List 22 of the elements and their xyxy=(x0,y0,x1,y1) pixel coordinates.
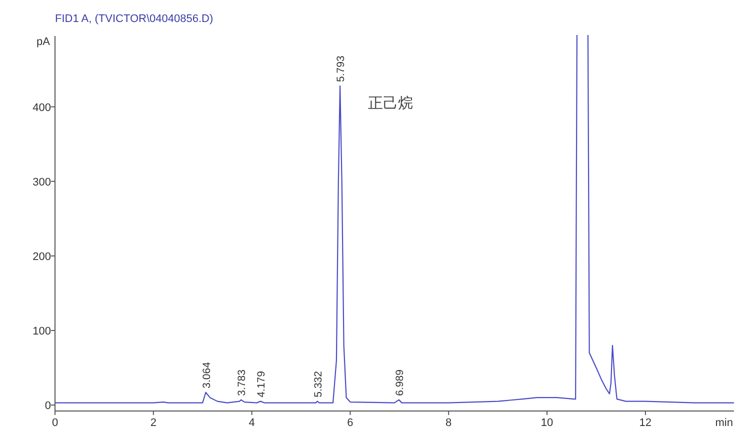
x-tick-label: 10 xyxy=(540,417,554,429)
annotation: 3.064 xyxy=(200,362,213,388)
y-tick-label: 300 xyxy=(32,176,51,188)
annotation: 5.332 xyxy=(312,370,324,398)
y-tick-label: 100 xyxy=(32,325,51,338)
y-tick-label: 400 xyxy=(32,102,51,114)
x-tick-label: 12 xyxy=(639,417,652,429)
x-tick-label: 2 xyxy=(150,417,156,429)
annotation: 3.783 xyxy=(236,369,248,396)
x-tick-label: 6 xyxy=(347,417,354,429)
annotation: 4.179 xyxy=(256,370,268,398)
y-axis-title: pA xyxy=(36,36,51,48)
x-tick-label: 8 xyxy=(446,417,452,429)
y-tick-label: 200 xyxy=(32,250,51,263)
annotation: 6.989 xyxy=(394,369,406,396)
x-axis-title: min xyxy=(715,417,733,429)
x-tick-label: 0 xyxy=(52,417,58,429)
x-tick-label: 4 xyxy=(248,417,255,429)
annotation: 5.793 xyxy=(335,56,348,82)
chart-title: FID1 A, (TVICTOR\04040856.D) xyxy=(55,13,214,25)
y-tick-label: 0 xyxy=(44,400,51,412)
annotation: 正己烷 xyxy=(368,95,413,112)
